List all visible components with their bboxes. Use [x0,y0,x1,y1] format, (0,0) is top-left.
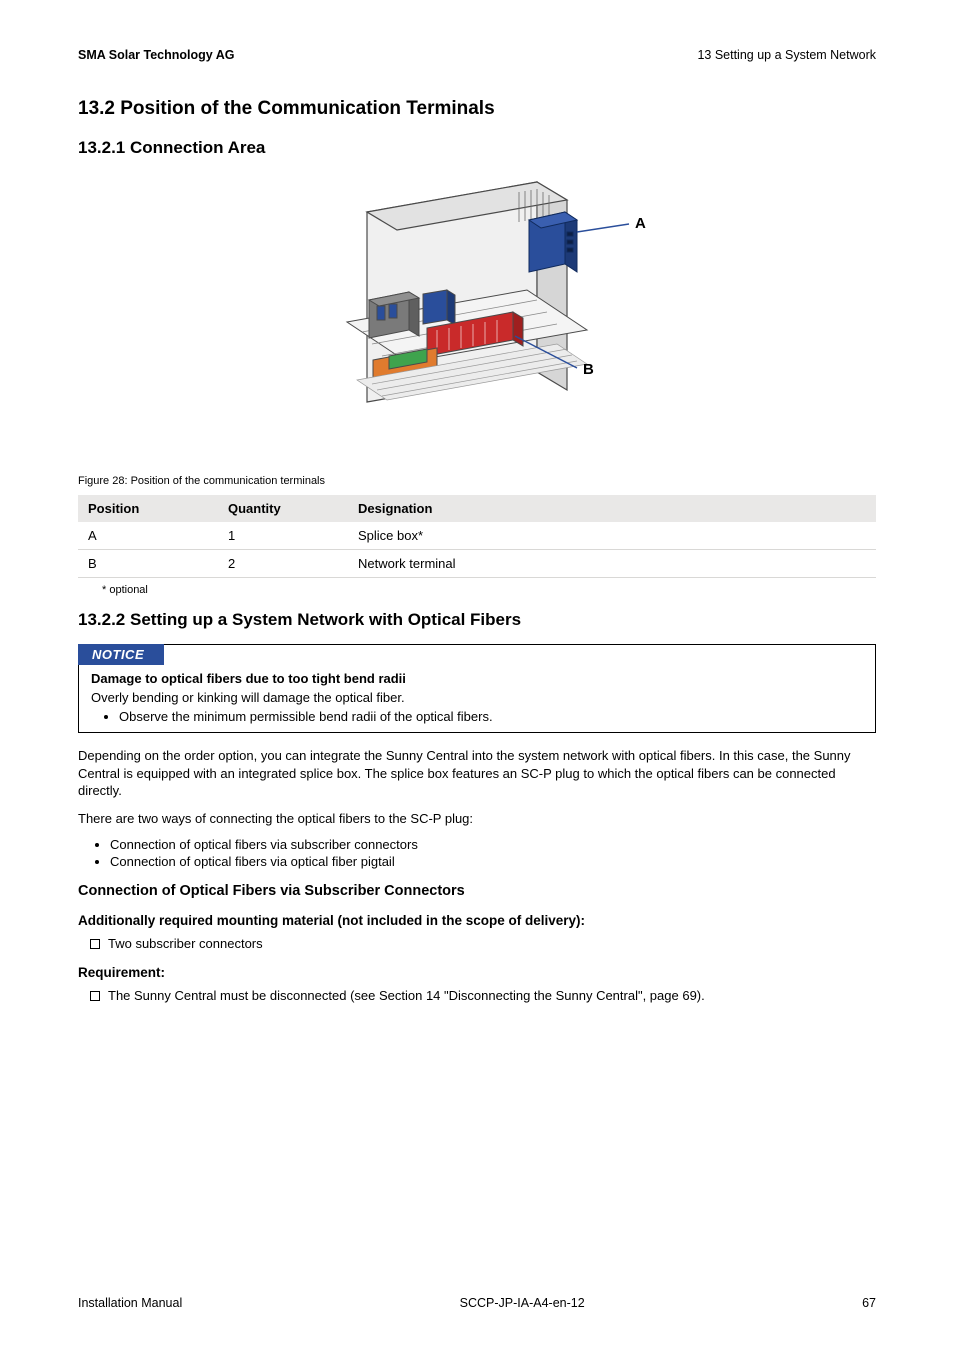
running-header: SMA Solar Technology AG 13 Setting up a … [78,48,876,62]
heading-subscriber-connectors: Connection of Optical Fibers via Subscri… [78,883,876,899]
col-position: Position [78,495,218,522]
notice-bullet: Observe the minimum permissible bend rad… [119,709,863,724]
figure-label-a: A [635,215,646,232]
table-row: A 1 Splice box* [78,522,876,550]
header-left: SMA Solar Technology AG [78,48,235,62]
col-designation: Designation [348,495,876,522]
checklist-text: Two subscriber connectors [108,936,263,951]
header-right: 13 Setting up a System Network [697,48,876,62]
communication-terminals-diagram-icon: A B [277,172,677,462]
col-quantity: Quantity [218,495,348,522]
footer-left: Installation Manual [78,1296,182,1310]
checklist-item: The Sunny Central must be disconnected (… [90,988,876,1003]
subsection-heading-13-2-2: 13.2.2 Setting up a System Network with … [78,610,876,630]
table-header-row: Position Quantity Designation [78,495,876,522]
checklist-item: Two subscriber connectors [90,936,876,951]
checklist-text: The Sunny Central must be disconnected (… [108,988,705,1003]
cell: 1 [218,522,348,550]
table-footnote: * optional [102,584,876,596]
notice-title: Damage to optical fibers due to too tigh… [91,671,863,686]
cell: A [78,522,218,550]
notice-body: Damage to optical fibers due to too tigh… [79,665,875,732]
checklist-material: Two subscriber connectors [78,936,876,951]
cell: 2 [218,550,348,578]
paragraph: Depending on the order option, you can i… [78,747,876,800]
notice-tab: NOTICE [78,644,164,665]
subsection-heading-13-2-1: 13.2.1 Connection Area [78,138,876,158]
heading-required-material: Additionally required mounting material … [78,913,876,928]
checkbox-icon [90,939,100,949]
figure-28: A B [78,172,876,467]
figure-caption: Figure 28: Position of the communication… [78,475,876,487]
position-table: Position Quantity Designation A 1 Splice… [78,495,876,578]
ways-list: Connection of optical fibers via subscri… [78,837,876,869]
paragraph: There are two ways of connecting the opt… [78,810,876,828]
list-item: Connection of optical fibers via subscri… [110,837,876,852]
page-footer: Installation Manual SCCP-JP-IA-A4-en-12 … [78,1296,876,1310]
table-row: B 2 Network terminal [78,550,876,578]
checkbox-icon [90,991,100,1001]
cell: Splice box* [348,522,876,550]
checklist-requirement: The Sunny Central must be disconnected (… [78,988,876,1003]
section-heading-13-2: 13.2 Position of the Communication Termi… [78,98,876,120]
cell: Network terminal [348,550,876,578]
figure-label-b: B [583,361,594,378]
footer-center: SCCP-JP-IA-A4-en-12 [460,1296,585,1310]
cell: B [78,550,218,578]
notice-line: Overly bending or kinking will damage th… [91,690,863,705]
footer-page-number: 67 [862,1296,876,1310]
notice-box: NOTICE Damage to optical fibers due to t… [78,644,876,733]
list-item: Connection of optical fibers via optical… [110,854,876,869]
heading-requirement: Requirement: [78,965,876,980]
